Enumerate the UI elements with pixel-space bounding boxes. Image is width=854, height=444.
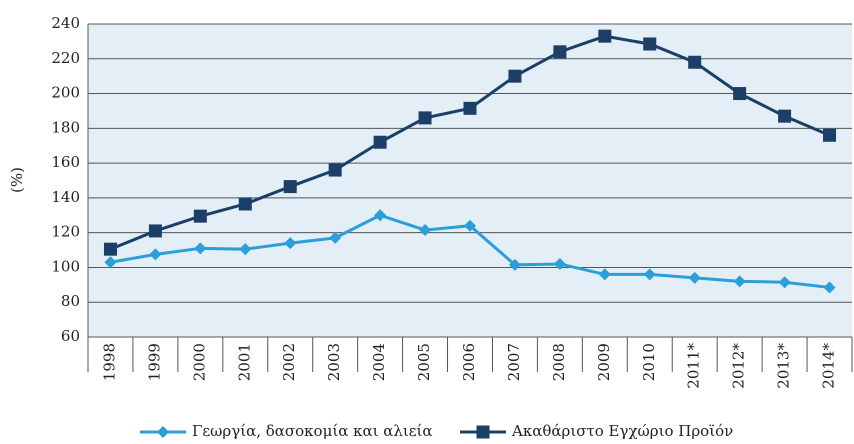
marker xyxy=(148,224,162,238)
marker xyxy=(643,268,656,281)
marker xyxy=(374,209,387,222)
marker xyxy=(508,258,521,271)
marker xyxy=(193,209,207,223)
x-tick-label: 2010 xyxy=(640,343,658,381)
y-tick-label: 180 xyxy=(51,118,80,136)
x-tick-label: 2002 xyxy=(280,343,298,381)
marker xyxy=(778,109,792,123)
marker xyxy=(643,37,657,51)
x-tick-label: 2006 xyxy=(460,343,478,381)
marker xyxy=(104,256,117,269)
series xyxy=(103,29,837,256)
marker xyxy=(508,69,522,83)
x-tick-label: 2004 xyxy=(370,343,388,381)
marker xyxy=(688,55,702,69)
marker xyxy=(419,224,432,237)
x-tick-label: 1999 xyxy=(145,343,163,381)
marker xyxy=(733,87,747,101)
marker xyxy=(194,242,207,255)
y-tick-label: 120 xyxy=(51,223,80,241)
legend-label: Ακαθάριστο Εγχώριο Προϊόν xyxy=(511,422,733,440)
marker xyxy=(476,425,490,439)
marker xyxy=(778,276,791,289)
y-tick-label: 100 xyxy=(51,257,80,275)
legend-label: Γεωργία, δασοκομία και αλιεία xyxy=(192,422,433,440)
marker xyxy=(823,128,837,142)
marker xyxy=(598,268,611,281)
x-tick-label: 2009 xyxy=(595,343,613,381)
marker xyxy=(238,197,252,211)
y-tick-label: 200 xyxy=(51,84,80,102)
y-tick-label: 220 xyxy=(51,49,80,67)
marker xyxy=(239,243,252,256)
marker xyxy=(373,135,387,149)
marker xyxy=(149,248,162,261)
plot-background xyxy=(88,24,852,337)
x-tick-label: 2011* xyxy=(685,343,703,389)
y-axis-label: (%) xyxy=(8,167,26,193)
marker xyxy=(283,180,297,194)
marker xyxy=(463,101,477,115)
x-tick-label: 2013* xyxy=(775,343,793,389)
marker xyxy=(464,219,476,232)
y-tick-label: 60 xyxy=(61,327,80,345)
marker xyxy=(157,426,169,438)
marker xyxy=(329,231,342,244)
marker xyxy=(284,237,297,250)
marker xyxy=(328,163,342,177)
marker xyxy=(733,275,746,288)
x-tick-label: 2008 xyxy=(550,343,568,381)
marker xyxy=(553,257,566,270)
marker xyxy=(598,29,612,43)
y-tick-label: 140 xyxy=(51,188,80,206)
x-tick-label: 2014* xyxy=(820,343,838,389)
x-tick-label: 2012* xyxy=(730,343,748,389)
x-tick-label: 2005 xyxy=(415,343,433,381)
y-tick-label: 240 xyxy=(51,14,80,32)
y-tick-label: 80 xyxy=(61,292,80,310)
marker xyxy=(553,45,567,59)
x-tick-label: 2000 xyxy=(190,343,208,381)
x-tick-label: 1998 xyxy=(100,343,118,381)
marker xyxy=(688,271,701,284)
y-tick-label: 160 xyxy=(51,153,80,171)
series xyxy=(104,209,836,294)
x-tick-label: 2007 xyxy=(505,343,523,381)
marker xyxy=(823,281,836,294)
marker xyxy=(418,111,432,125)
x-tick-label: 2001 xyxy=(235,343,253,381)
x-tick-label: 2003 xyxy=(325,343,343,381)
marker xyxy=(103,242,117,256)
